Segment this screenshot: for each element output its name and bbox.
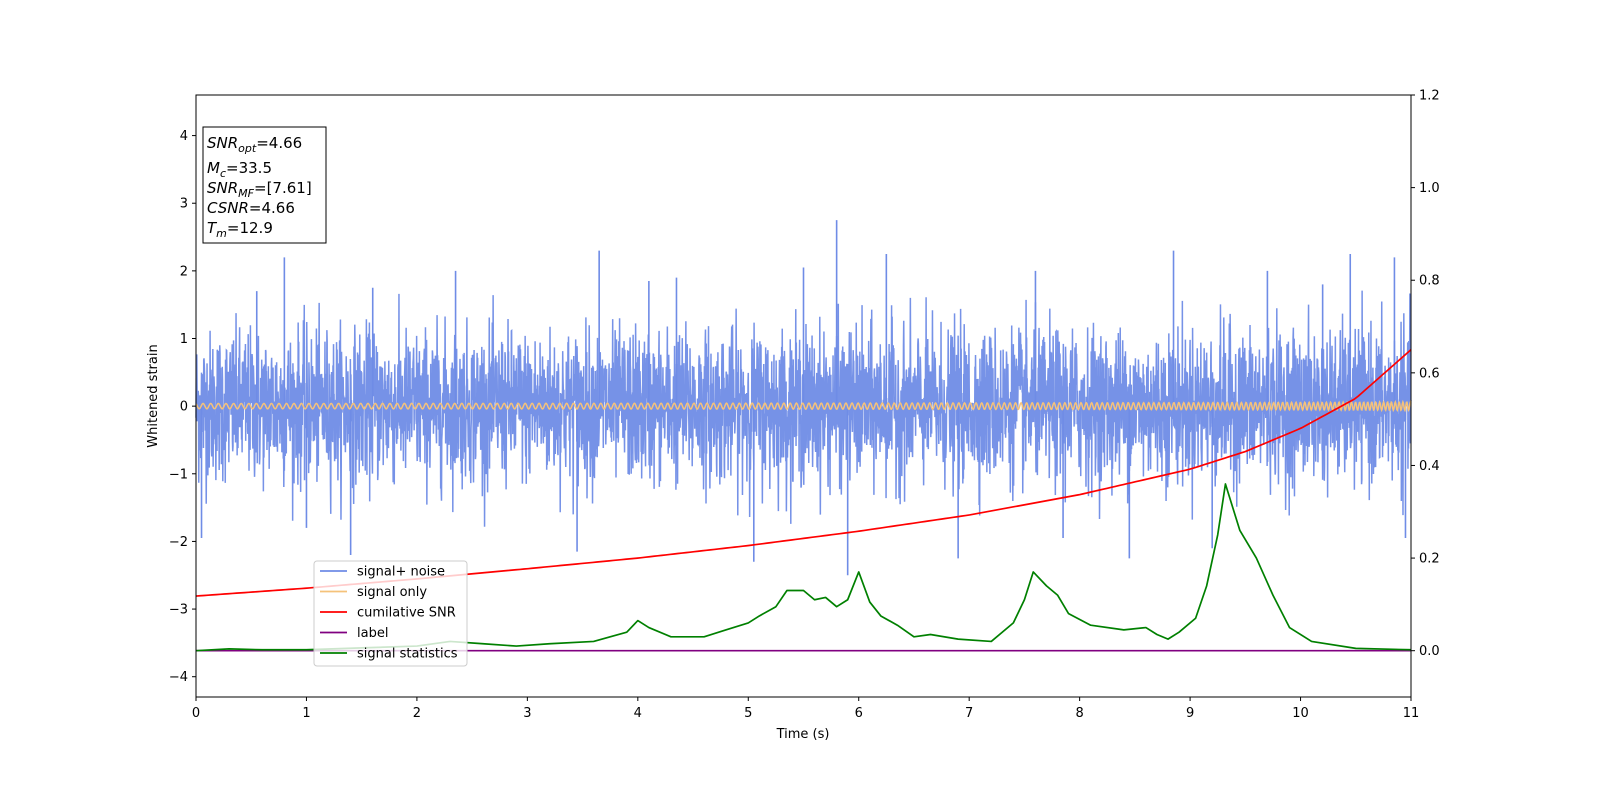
x-tick-label: 0 [192,706,200,721]
legend-entry-label: cumilative SNR [357,606,456,621]
x-tick-label: 7 [965,706,973,721]
x-tick-label: 4 [634,706,642,721]
y2-tick-label: 1.0 [1419,181,1440,196]
annotation-line: SNRMF=[7.61] [207,179,312,200]
x-axis-label: Time (s) [776,727,830,742]
x-tick-label: 8 [1075,706,1083,721]
y2-tick-label: 0.6 [1419,366,1440,381]
annotation-line: Tm=12.9 [207,219,273,240]
x-tick-label: 5 [744,706,752,721]
series-signal-statistics-line [195,483,1412,652]
y-tick-label: 1 [180,332,188,347]
y2-tick-label: 0.0 [1419,644,1440,659]
x-tick-label: 6 [855,706,863,721]
legend-entry-label: signal only [357,585,427,600]
y-axis-left: −4 −3 −2 −1 0 1 2 3 4 [169,129,196,685]
y-axis-right: 0.0 0.2 0.4 0.6 0.8 1.0 1.2 [1411,89,1440,659]
y-tick-label: −3 [169,603,188,618]
x-tick-label: 3 [523,706,531,721]
y2-tick-label: 0.2 [1419,552,1440,567]
y-tick-label: −2 [169,535,188,550]
y-tick-label: 0 [180,400,188,415]
plot-area [195,220,1412,652]
y-axis-label: Whitened strain [146,344,161,447]
legend-frame [313,560,468,667]
x-tick-label: 1 [302,706,310,721]
y-tick-label: 2 [180,264,188,279]
y-tick-label: −1 [169,467,188,482]
y2-tick-label: 0.8 [1419,274,1440,289]
legend-entry-label: signal statistics [357,647,458,662]
x-axis: 0 1 2 3 4 5 6 7 8 9 10 11 [192,697,1419,721]
annotation-line: CSNR=4.66 [207,199,295,217]
y2-tick-label: 0.4 [1419,459,1440,474]
x-tick-label: 9 [1186,706,1194,721]
annotation-frame [202,126,327,244]
x-tick-label: 10 [1292,706,1309,721]
x-tick-label: 2 [413,706,421,721]
y2-tick-label: 1.2 [1419,89,1440,104]
y-tick-label: −4 [169,670,188,685]
y-tick-label: 3 [180,197,188,212]
annotation-line: SNRopt=4.66 [207,134,302,155]
axes-frame [195,94,1412,698]
legend: signal+ noise signal only cumilative SNR la… [313,560,468,667]
legend-entry-label: signal+ noise [357,565,445,580]
y-tick-label: 4 [180,129,188,144]
series-signal-only-line [195,399,1412,413]
x-tick-label: 11 [1403,706,1420,721]
annotation-line: Mc=33.5 [207,159,272,180]
legend-entry-label: label [357,626,388,641]
